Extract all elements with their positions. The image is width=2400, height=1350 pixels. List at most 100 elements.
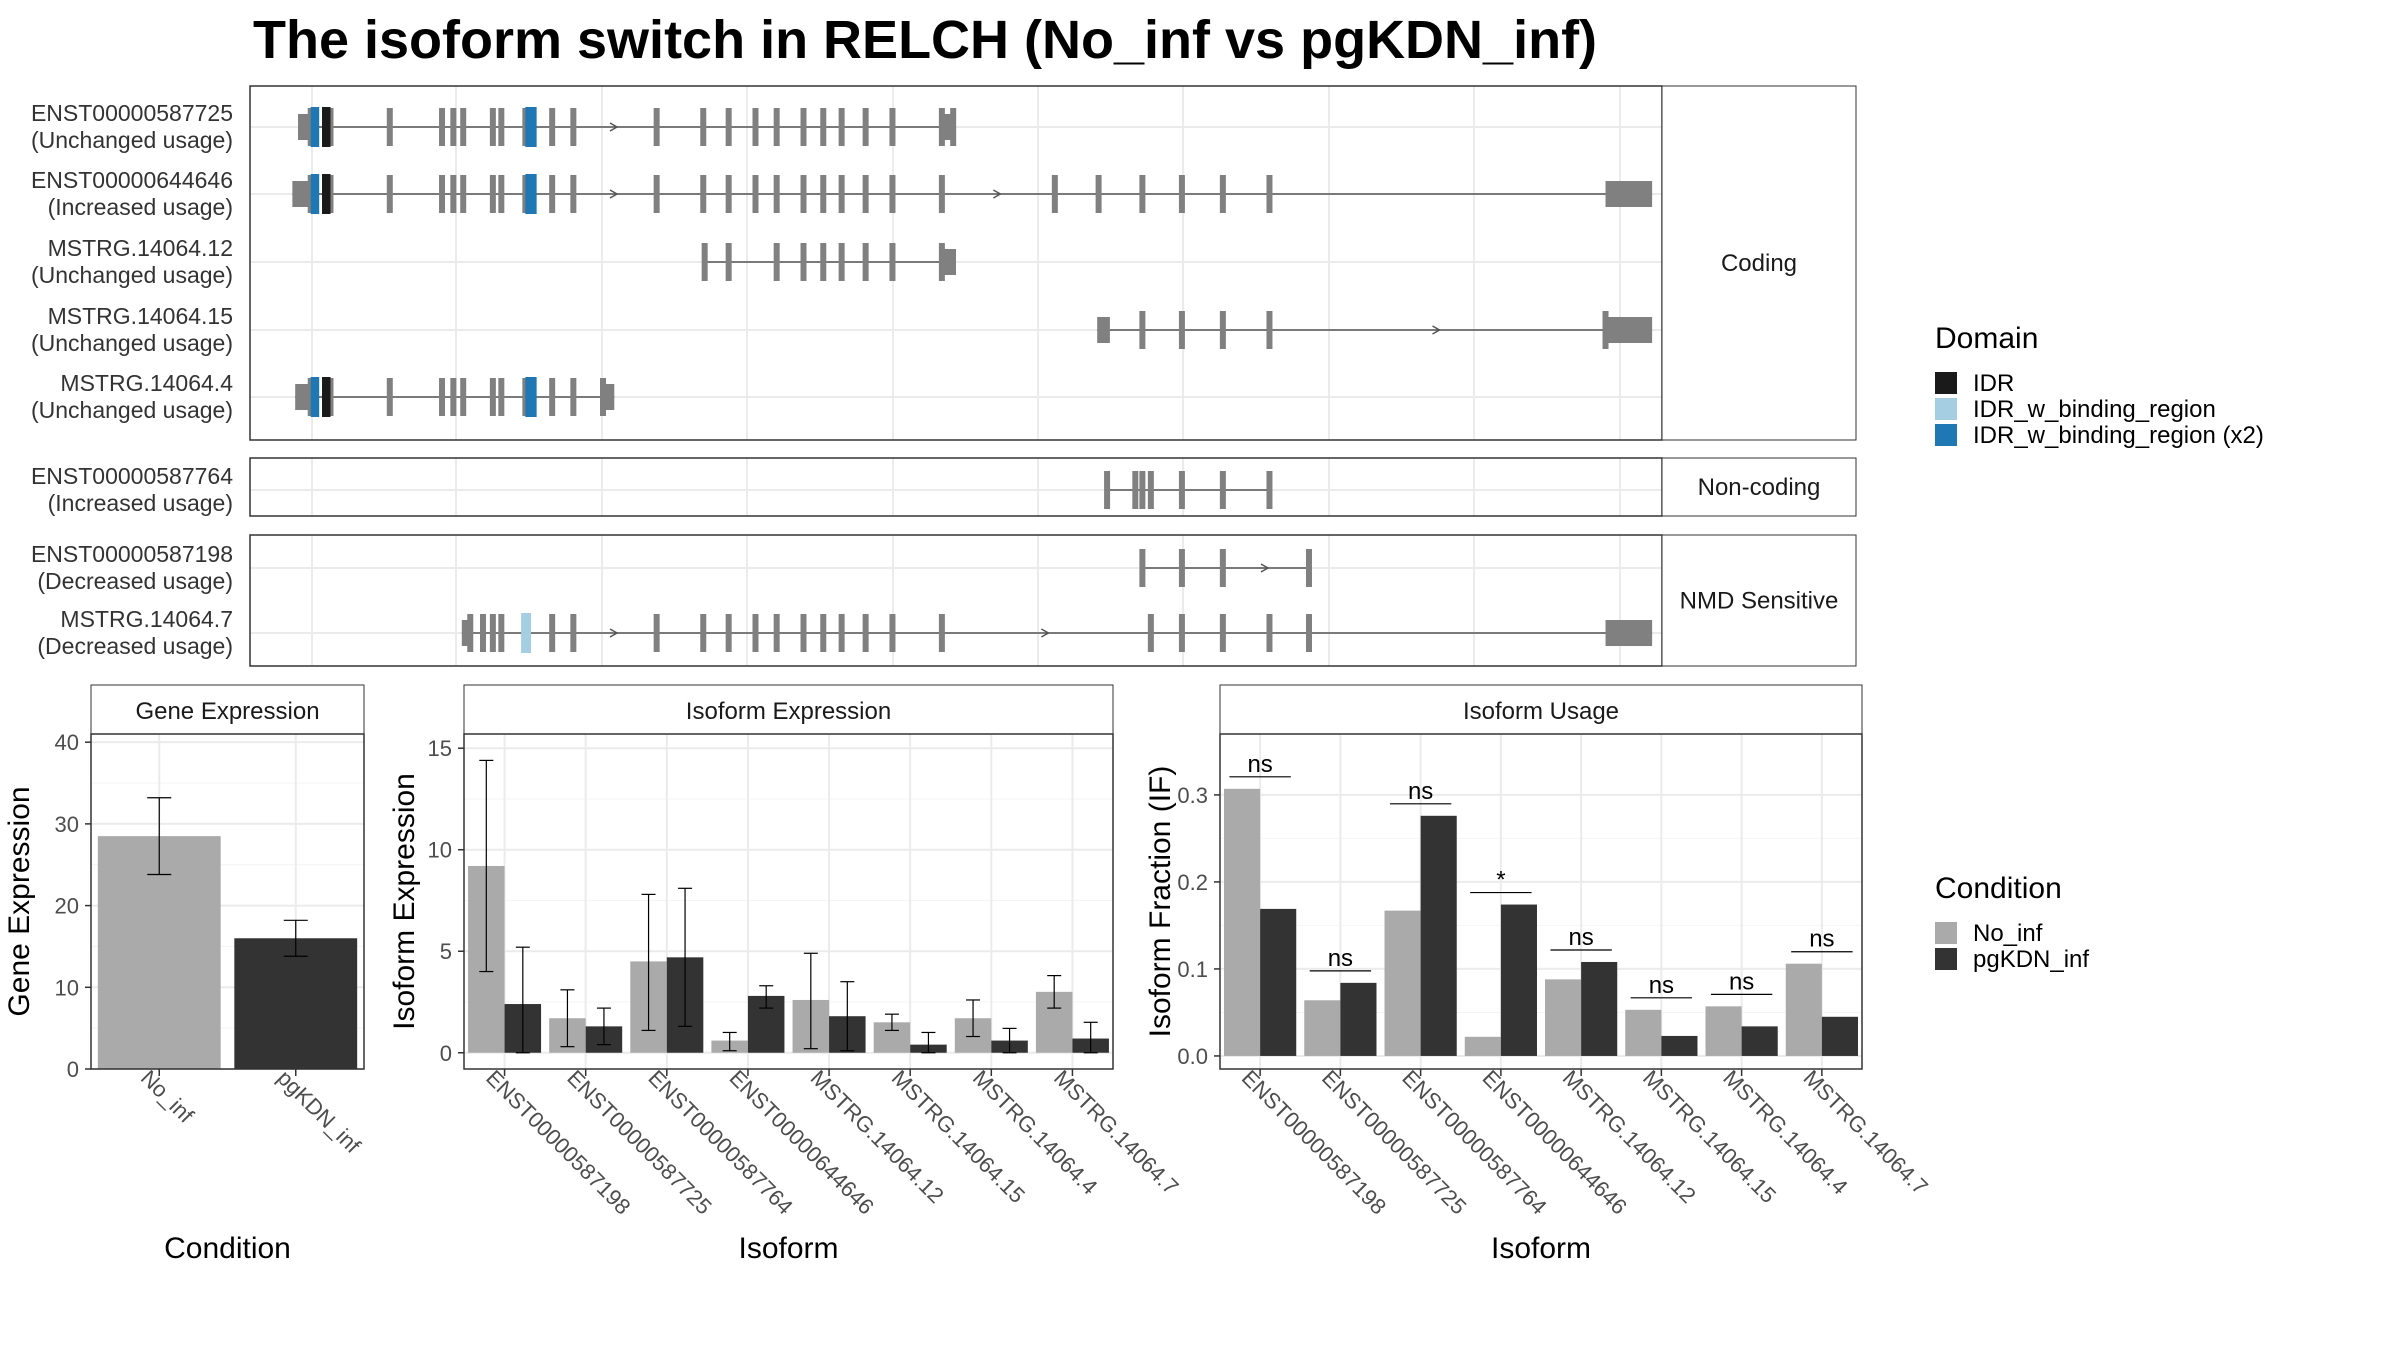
y-tick-label: 0.1: [1177, 957, 1208, 982]
exon: [450, 378, 457, 416]
facet-strip-nmd-sensitive: [1661, 534, 1857, 667]
exon: [1306, 614, 1312, 652]
domain-idr: [322, 107, 331, 147]
bar-no-inf-enst00000587725: [1304, 1000, 1341, 1056]
utr-3: [941, 249, 956, 275]
exon: [653, 175, 660, 213]
transcript-id-mstrg-14064-7: MSTRG.14064.7: [60, 606, 233, 632]
y-axis-title: Isoform Expression: [388, 773, 421, 1030]
domain-idr-w-binding-region-x2: [525, 107, 537, 147]
x-tick-label-enst00000587725: ENST00000587725: [562, 1065, 716, 1219]
legend-label-idr-w-binding-region-x2: IDR_w_binding_region (x2): [1973, 422, 2264, 449]
exon: [1266, 471, 1273, 509]
utr-3: [1605, 181, 1653, 207]
bar-pgkdn-inf-mstrg-14064-7: [1821, 1016, 1858, 1056]
facet-label-non-coding: Non-coding: [1698, 474, 1821, 501]
domain-idr-w-binding-region-x2: [525, 377, 537, 417]
x-tick-label-pgkdn-inf: pgKDN_inf: [272, 1065, 366, 1159]
bar-pgkdn-inf-enst00000644646: [1500, 904, 1537, 1056]
exon: [1219, 311, 1226, 349]
exon: [701, 243, 708, 281]
exon: [700, 614, 707, 652]
transcript-id-mstrg-14064-4: MSTRG.14064.4: [60, 370, 233, 396]
legends: Domain IDRIDR_w_binding_regionIDR_w_bindi…: [1935, 322, 2264, 973]
exon: [773, 108, 780, 146]
exon: [1178, 311, 1185, 349]
strand-arrow: [992, 189, 1002, 199]
x-tick-label-enst00000587725: ENST00000587725: [1317, 1065, 1471, 1219]
exon: [1602, 311, 1609, 349]
exon: [889, 175, 896, 213]
exon: [773, 175, 780, 213]
legend-label-pgkdn-inf: pgKDN_inf: [1973, 946, 2089, 973]
facet-label-coding: Coding: [1721, 250, 1797, 277]
x-tick-label-enst00000644646: ENST00000644646: [1478, 1065, 1632, 1219]
domain-idr-w-binding-region-x2: [525, 174, 537, 214]
domain-idr-w-binding-region-x2: [310, 377, 320, 417]
exon: [549, 175, 556, 213]
domain-idr-w-binding-region-x2: [310, 107, 320, 147]
exon: [1266, 614, 1273, 652]
exon: [498, 108, 505, 146]
legend-label-no-inf: No_inf: [1973, 920, 2043, 947]
utr-3: [603, 384, 615, 410]
exon: [838, 108, 845, 146]
exon: [725, 175, 732, 213]
transcript-usage-mstrg-14064-12: (Unchanged usage): [31, 262, 233, 288]
bar-no-inf-mstrg-14064-15: [1625, 1009, 1662, 1056]
bar-pgkdn-inf-enst00000587725: [1340, 982, 1377, 1056]
panel-isoform-usage: Isoform Usage ns ns ns * ns ns ns ns 0.0 0.1 0.2 0.3…: [1144, 684, 1933, 1265]
legend-label-idr-w-binding-region: IDR_w_binding_region: [1973, 396, 2216, 423]
exon: [570, 614, 577, 652]
exon: [489, 108, 496, 146]
exon: [725, 614, 732, 652]
x-tick-label-no-inf: No_inf: [136, 1065, 199, 1128]
exon: [820, 614, 827, 652]
exon: [773, 243, 780, 281]
exon: [938, 243, 945, 281]
domain-idr-w-binding-region-x2: [310, 174, 320, 214]
exon: [570, 378, 577, 416]
exon: [1219, 549, 1226, 587]
panel-gene-expression: Gene Expression 0 10 20 30 40 No_inf pgKDN_inf C…: [3, 684, 366, 1265]
transcript-id-enst00000587198: ENST00000587198: [31, 541, 233, 567]
exon: [950, 108, 957, 146]
exon: [838, 614, 845, 652]
strand-arrow: [609, 628, 619, 638]
y-axis-title: Isoform Fraction (IF): [1144, 766, 1177, 1038]
strand-arrow: [1432, 325, 1442, 335]
exon: [439, 175, 446, 213]
transcript-id-mstrg-14064-15: MSTRG.14064.15: [48, 303, 233, 329]
bar-chart-panels: Gene Expression 0 10 20 30 40 No_inf pgKDN_inf C…: [3, 684, 1933, 1265]
exon: [1139, 311, 1146, 349]
exon: [460, 108, 467, 146]
exon: [938, 108, 945, 146]
significance-label: ns: [1809, 926, 1834, 953]
figure-title: The isoform switch in RELCH (No_inf vs p…: [253, 10, 1597, 70]
exon: [1104, 471, 1111, 509]
significance-label: ns: [1408, 778, 1433, 805]
x-axis-title: Condition: [164, 1232, 291, 1265]
exon: [498, 175, 505, 213]
y-tick-label: 15: [428, 736, 452, 761]
exon: [549, 108, 556, 146]
legend-swatch-idr: [1935, 372, 1957, 394]
legend-swatch-idr-w-binding-region-x2: [1935, 424, 1957, 446]
exon: [479, 614, 486, 652]
utr-5: [461, 620, 471, 646]
exon: [600, 378, 606, 416]
bar-no-inf-enst00000587198: [1224, 788, 1261, 1056]
panel-isoform-expression: Isoform Expression051015ENST00000587198E…: [388, 684, 1184, 1265]
significance-label: ns: [1649, 972, 1674, 999]
panel-strip: [463, 684, 1114, 735]
exon: [838, 175, 845, 213]
panel-border: [1219, 733, 1863, 1070]
y-tick-label: 0: [67, 1057, 79, 1082]
exon: [862, 614, 869, 652]
transcript-id-mstrg-14064-12: MSTRG.14064.12: [48, 235, 233, 261]
x-tick-label-enst00000587198: ENST00000587198: [481, 1065, 635, 1219]
exon: [549, 378, 556, 416]
significance-label: ns: [1568, 924, 1593, 951]
